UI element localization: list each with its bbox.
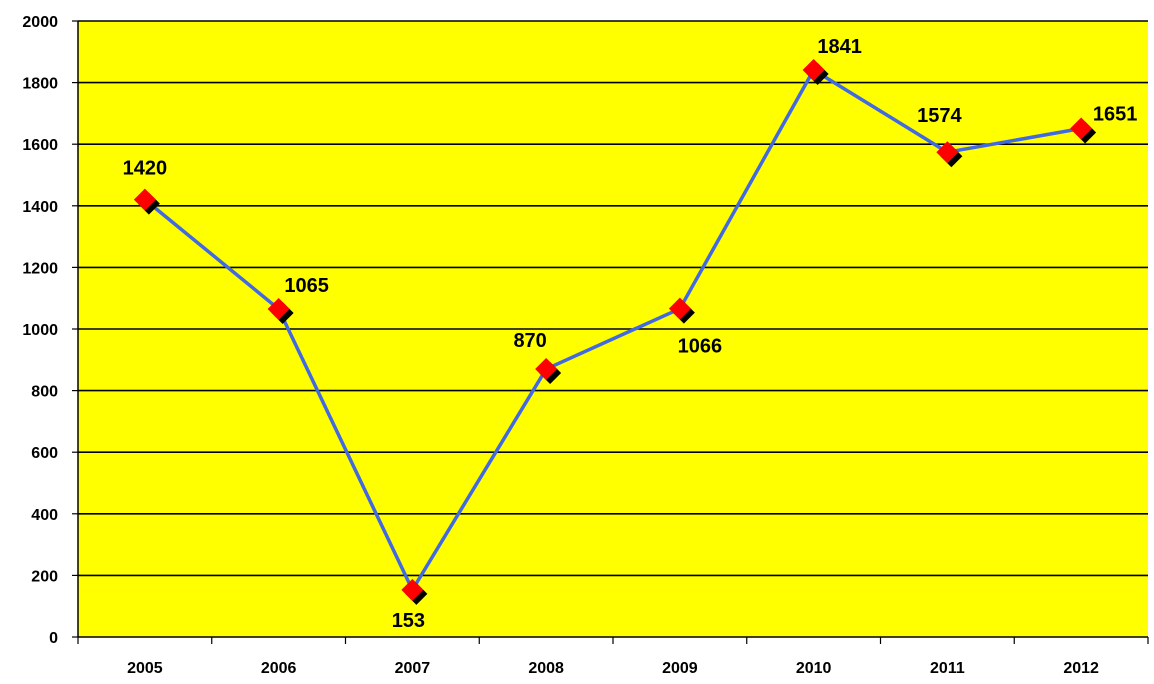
data-point-marker (1070, 117, 1093, 140)
y-tick-label: 1600 (22, 137, 58, 154)
data-point-marker (802, 58, 825, 81)
y-tick-label: 1400 (22, 199, 58, 216)
x-tick-label: 2007 (395, 660, 431, 677)
data-label: 153 (392, 610, 425, 632)
x-tick-label: 2010 (796, 660, 832, 677)
data-point-marker (936, 141, 959, 164)
x-tick-label: 2006 (261, 660, 297, 677)
y-tick-labels: 0 200 400 600 800 1000 1200 1400 1600 1800 2000 (22, 14, 78, 647)
data-label: 870 (513, 330, 546, 352)
data-label: 1841 (817, 36, 862, 58)
x-tick-label: 2012 (1063, 660, 1099, 677)
y-tick-label: 2000 (22, 14, 58, 31)
y-tick-label: 1200 (22, 260, 58, 277)
y-tick-label: 400 (31, 507, 58, 524)
y-tick-label: 0 (49, 630, 58, 647)
series-line (143, 68, 1082, 592)
x-tick-label: 2005 (127, 660, 163, 677)
data-point-marker (401, 578, 424, 601)
gridlines (78, 20, 1148, 577)
data-label: 1065 (284, 275, 329, 297)
data-label: 1066 (678, 336, 723, 358)
series-group (133, 58, 1097, 605)
x-tick-label: 2011 (930, 660, 965, 677)
x-tick-labels: 2005 2006 2007 2008 2009 2010 2011 2012 (77, 637, 1149, 677)
data-point-marker (535, 358, 558, 381)
y-tick-label: 1800 (22, 76, 58, 93)
x-tick-label: 2008 (528, 660, 564, 677)
y-tick-label: 600 (31, 445, 58, 462)
data-label: 1420 (123, 158, 168, 180)
data-label: 1574 (917, 105, 962, 127)
y-tick-label: 200 (31, 568, 58, 585)
x-tick-label: 2009 (662, 660, 698, 677)
data-labels: 1420 1065 153 870 1066 1841 1574 1651 (123, 36, 1138, 632)
data-point-marker (133, 188, 156, 211)
data-label: 1651 (1093, 103, 1138, 125)
data-point-marker (267, 297, 290, 320)
y-tick-label: 800 (31, 384, 58, 401)
y-tick-label: 1000 (22, 322, 58, 339)
data-point-marker (668, 297, 691, 320)
